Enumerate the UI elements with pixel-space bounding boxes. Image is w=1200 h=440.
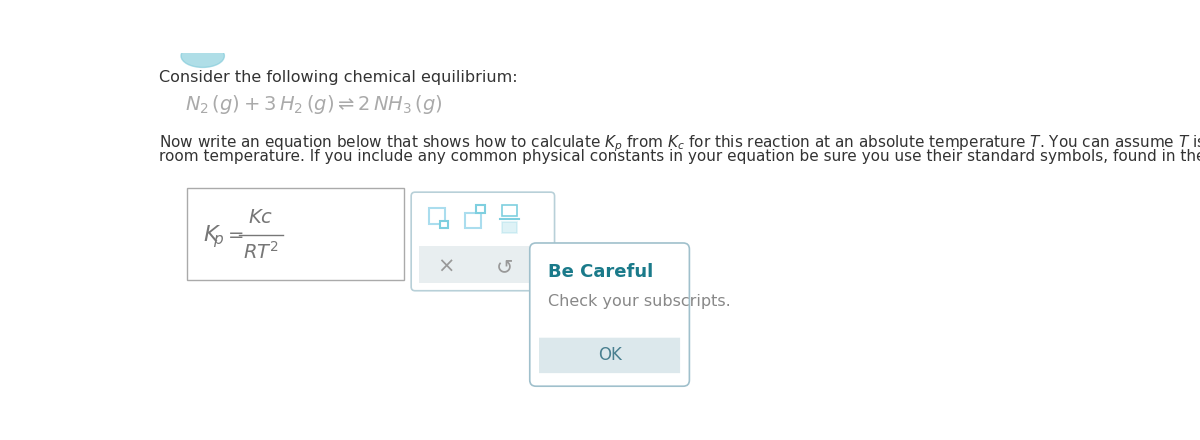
- Bar: [476, 205, 485, 213]
- Text: $p$: $p$: [212, 234, 224, 249]
- Text: Consider the following chemical equilibrium:: Consider the following chemical equilibr…: [160, 70, 518, 85]
- Text: Be Careful: Be Careful: [548, 263, 654, 281]
- FancyBboxPatch shape: [187, 187, 404, 280]
- Text: $=$: $=$: [224, 225, 245, 243]
- Ellipse shape: [181, 44, 224, 67]
- Bar: [466, 213, 481, 228]
- Text: ×: ×: [437, 257, 455, 277]
- Bar: [440, 221, 449, 228]
- Text: $\mathit{N}_2\,(g)+3\,\mathit{H}_2\,(g)\rightleftharpoons 2\,\mathit{NH}_3\,(g)$: $\mathit{N}_2\,(g)+3\,\mathit{H}_2\,(g)\…: [185, 93, 443, 116]
- Text: OK: OK: [598, 346, 622, 364]
- Bar: [502, 205, 517, 216]
- Text: room temperature. If you include any common physical constants in your equation : room temperature. If you include any com…: [160, 149, 1200, 164]
- Text: Check your subscripts.: Check your subscripts.: [548, 294, 731, 309]
- FancyBboxPatch shape: [412, 192, 554, 291]
- FancyBboxPatch shape: [529, 243, 689, 386]
- Bar: [502, 222, 517, 233]
- Text: ↺: ↺: [496, 257, 512, 277]
- Bar: [430, 208, 444, 224]
- Text: $\mathit{RT}^2$: $\mathit{RT}^2$: [242, 241, 278, 263]
- Text: $\mathit{Kc}$: $\mathit{Kc}$: [248, 209, 274, 227]
- Text: Now write an equation below that shows how to calculate $K_p$ from $K_c$ for thi: Now write an equation below that shows h…: [160, 134, 1200, 154]
- Text: $K$: $K$: [203, 224, 221, 246]
- FancyBboxPatch shape: [419, 246, 547, 283]
- FancyBboxPatch shape: [539, 338, 680, 373]
